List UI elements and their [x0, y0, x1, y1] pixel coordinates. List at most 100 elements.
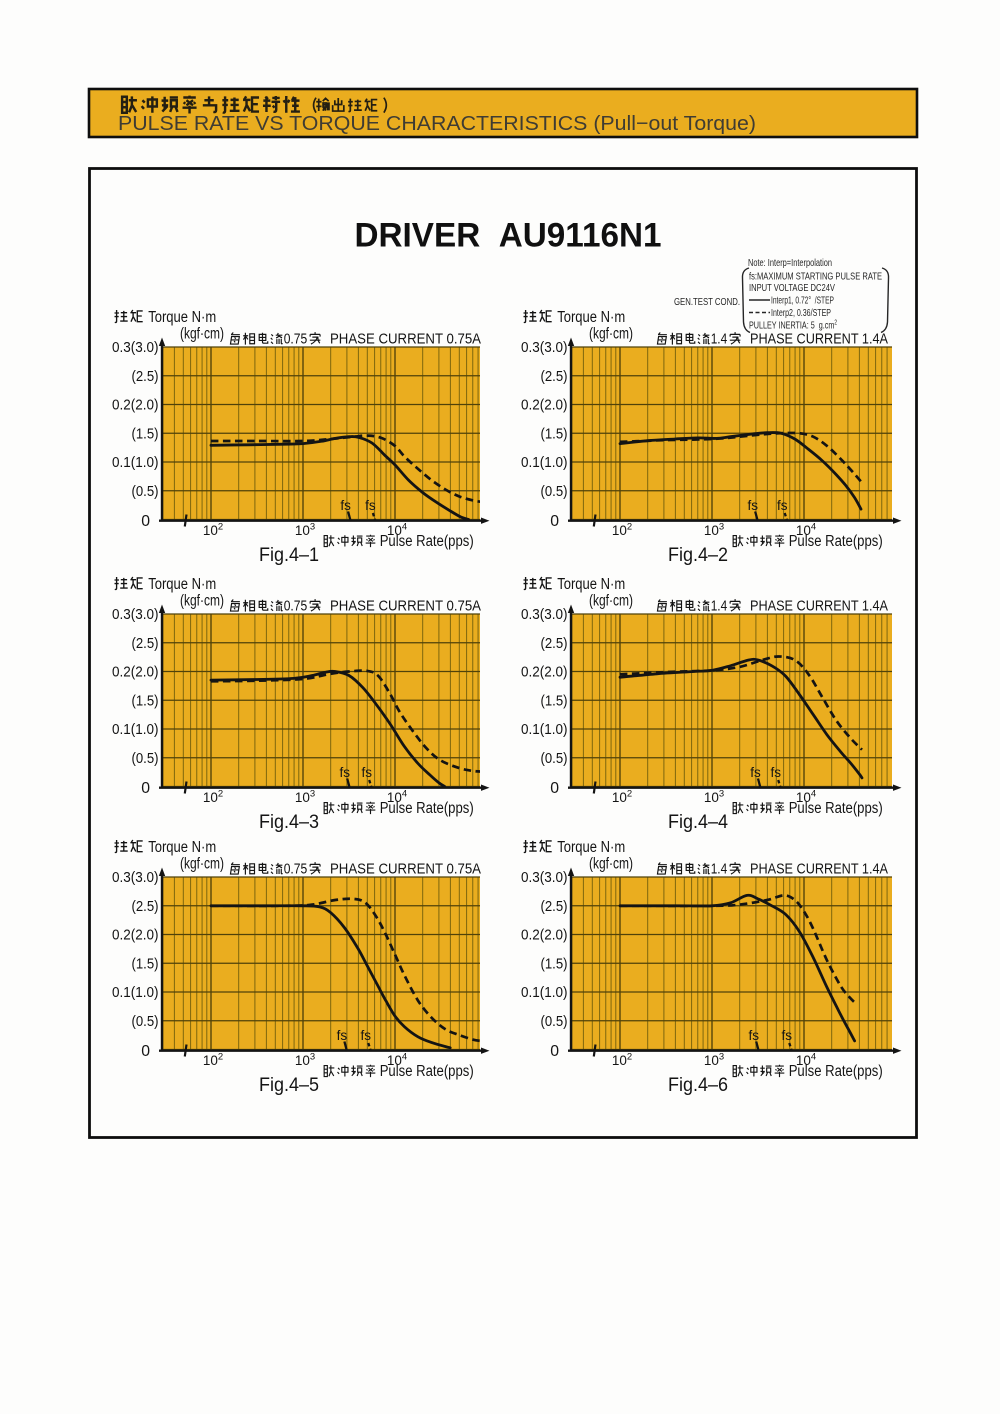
svg-text:0.2(2.0): 0.2(2.0) — [521, 664, 568, 681]
svg-text:(1.5): (1.5) — [132, 956, 159, 973]
svg-text:fs:MAXIMUM STARTING PULSE RATE: fs:MAXIMUM STARTING PULSE RATE — [749, 271, 882, 283]
svg-text:(2.5): (2.5) — [132, 898, 159, 915]
svg-text:(0.5): (0.5) — [132, 750, 159, 767]
svg-text:0: 0 — [550, 780, 559, 797]
svg-text:1.4: 1.4 — [711, 598, 728, 615]
svg-text:103: 103 — [704, 1052, 724, 1069]
svg-text:Torque N·m: Torque N·m — [148, 309, 216, 326]
svg-text:GEN.TEST COND.: GEN.TEST COND. — [674, 296, 740, 308]
svg-text:102: 102 — [612, 1052, 632, 1069]
svg-text:0.1(1.0): 0.1(1.0) — [112, 454, 159, 471]
svg-text:PHASE CURRENT 1.4A: PHASE CURRENT 1.4A — [750, 332, 888, 348]
svg-text:Fig.4–2: Fig.4–2 — [668, 545, 728, 566]
svg-text:0: 0 — [141, 1043, 150, 1060]
svg-text:102: 102 — [203, 789, 223, 806]
svg-text:Pulse Rate(pps): Pulse Rate(pps) — [789, 800, 883, 817]
svg-text:fs: fs — [340, 498, 351, 513]
svg-text:(0.5): (0.5) — [541, 483, 568, 500]
svg-text:103: 103 — [704, 789, 724, 806]
svg-text:fs: fs — [365, 498, 376, 513]
svg-text:fs: fs — [782, 1028, 793, 1043]
svg-text:0.3(3.0): 0.3(3.0) — [521, 339, 568, 356]
svg-text:Interp1, 0.72° /STEP: Interp1, 0.72° /STEP — [771, 295, 834, 307]
svg-text:Fig.4–1: Fig.4–1 — [259, 545, 319, 566]
svg-text:Fig.4–3: Fig.4–3 — [259, 812, 319, 833]
svg-text:Torque N·m: Torque N·m — [557, 576, 625, 593]
svg-text:Pulse Rate(pps): Pulse Rate(pps) — [380, 1063, 474, 1080]
svg-text:(kgf·cm): (kgf·cm) — [589, 593, 633, 610]
svg-text:0.1(1.0): 0.1(1.0) — [521, 721, 568, 738]
svg-text:102: 102 — [612, 789, 632, 806]
svg-text:PHASE CURRENT 0.75A: PHASE CURRENT 0.75A — [330, 862, 481, 878]
svg-text:PHASE CURRENT 1.4A: PHASE CURRENT 1.4A — [750, 599, 888, 615]
svg-text:(0.5): (0.5) — [541, 1013, 568, 1030]
svg-text:(kgf·cm): (kgf·cm) — [180, 593, 224, 610]
svg-text:(kgf·cm): (kgf·cm) — [180, 856, 224, 873]
svg-text:Torque N·m: Torque N·m — [557, 839, 625, 856]
svg-text:(1.5): (1.5) — [132, 425, 159, 442]
svg-text:INPUT VOLTAGE DC24V: INPUT VOLTAGE DC24V — [749, 282, 835, 294]
svg-text:0.3(3.0): 0.3(3.0) — [112, 606, 159, 623]
svg-text:(kgf·cm): (kgf·cm) — [589, 856, 633, 873]
svg-text:(kgf·cm): (kgf·cm) — [589, 326, 633, 343]
svg-text:0.75: 0.75 — [284, 598, 308, 615]
svg-text:Note: Interp=Interpolation: Note: Interp=Interpolation — [748, 257, 832, 269]
svg-text:(2.5): (2.5) — [541, 368, 568, 385]
svg-text:0.3(3.0): 0.3(3.0) — [521, 869, 568, 886]
svg-text:(0.5): (0.5) — [132, 1013, 159, 1030]
svg-text:0.75: 0.75 — [284, 331, 308, 348]
svg-text:0: 0 — [550, 1043, 559, 1060]
svg-text:fs: fs — [747, 498, 758, 513]
svg-text:fs: fs — [339, 765, 350, 780]
svg-text:PHASE CURRENT 1.4A: PHASE CURRENT 1.4A — [750, 862, 888, 878]
svg-text:0: 0 — [141, 513, 150, 530]
svg-text:PHASE CURRENT 0.75A: PHASE CURRENT 0.75A — [330, 332, 481, 348]
svg-text:Pulse Rate(pps): Pulse Rate(pps) — [380, 533, 474, 550]
svg-text:0.2(2.0): 0.2(2.0) — [521, 397, 568, 414]
svg-text:fs: fs — [361, 1028, 372, 1043]
svg-text:0.1(1.0): 0.1(1.0) — [112, 984, 159, 1001]
svg-text:fs: fs — [361, 765, 372, 780]
svg-text:102: 102 — [203, 1052, 223, 1069]
svg-text:Pulse Rate(pps): Pulse Rate(pps) — [380, 800, 474, 817]
svg-text:1.4: 1.4 — [711, 861, 728, 878]
svg-text:0: 0 — [141, 780, 150, 797]
svg-text:0.2(2.0): 0.2(2.0) — [112, 664, 159, 681]
svg-text:(1.5): (1.5) — [541, 693, 568, 710]
svg-text:0.3(3.0): 0.3(3.0) — [521, 606, 568, 623]
svg-text:(1.5): (1.5) — [132, 693, 159, 710]
svg-text:PHASE CURRENT 0.75A: PHASE CURRENT 0.75A — [330, 599, 481, 615]
svg-text:103: 103 — [295, 522, 315, 539]
svg-text:Fig.4–4: Fig.4–4 — [668, 812, 728, 833]
svg-text:Fig.4–6: Fig.4–6 — [668, 1075, 728, 1096]
svg-text:fs: fs — [750, 765, 761, 780]
svg-text:Pulse Rate(pps): Pulse Rate(pps) — [789, 1063, 883, 1080]
svg-text:(1.5): (1.5) — [541, 956, 568, 973]
svg-text:(0.5): (0.5) — [541, 750, 568, 767]
svg-text:Torque N·m: Torque N·m — [148, 576, 216, 593]
svg-text:Torque N·m: Torque N·m — [557, 309, 625, 326]
svg-text:(2.5): (2.5) — [541, 635, 568, 652]
svg-text:103: 103 — [295, 789, 315, 806]
svg-text:102: 102 — [203, 522, 223, 539]
svg-text:(2.5): (2.5) — [132, 368, 159, 385]
svg-text:Pulse Rate(pps): Pulse Rate(pps) — [789, 533, 883, 550]
svg-text:fs: fs — [748, 1028, 759, 1043]
svg-text:0.2(2.0): 0.2(2.0) — [112, 927, 159, 944]
svg-text:fs: fs — [777, 498, 788, 513]
svg-text:fs: fs — [337, 1028, 348, 1043]
svg-text:PULSE RATE VS TORQUE CHARACTER: PULSE RATE VS TORQUE CHARACTERISTICS (Pu… — [118, 112, 756, 135]
svg-text:(2.5): (2.5) — [132, 635, 159, 652]
svg-text:0.75: 0.75 — [284, 861, 308, 878]
svg-text:Interp2, 0.36/STEP: Interp2, 0.36/STEP — [771, 307, 831, 319]
svg-text:0.1(1.0): 0.1(1.0) — [521, 454, 568, 471]
svg-text:(0.5): (0.5) — [132, 483, 159, 500]
svg-text:102: 102 — [612, 522, 632, 539]
svg-text:0.1(1.0): 0.1(1.0) — [521, 984, 568, 1001]
svg-text:PULLEY INERTIA: 5 g.cm2: PULLEY INERTIA: 5 g.cm2 — [749, 320, 837, 332]
svg-text:Torque N·m: Torque N·m — [148, 839, 216, 856]
svg-text:0.2(2.0): 0.2(2.0) — [521, 927, 568, 944]
svg-text:(kgf·cm): (kgf·cm) — [180, 326, 224, 343]
svg-text:Fig.4–5: Fig.4–5 — [259, 1075, 319, 1096]
svg-text:(1.5): (1.5) — [541, 425, 568, 442]
